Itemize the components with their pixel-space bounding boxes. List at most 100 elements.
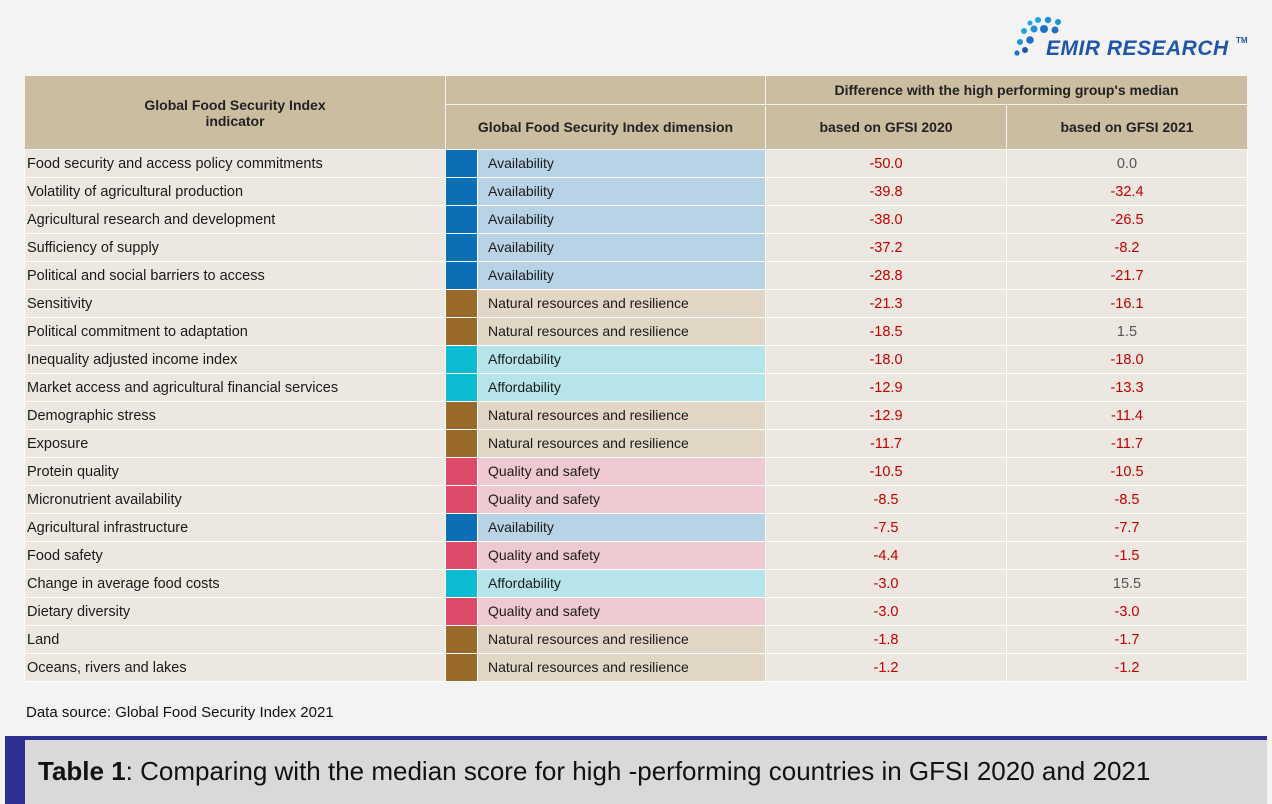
gfsi-2020-cell: -1.2 — [765, 653, 1007, 682]
indicator-cell: Political and social barriers to access — [24, 261, 446, 290]
indicator-cell: Demographic stress — [24, 401, 446, 430]
dimension-cell: Availability — [477, 149, 766, 178]
caption-text: Table 1: Comparing with the median score… — [38, 756, 1150, 787]
gfsi-2021-cell: -8.2 — [1006, 233, 1248, 262]
gfsi-2020-cell: -4.4 — [765, 541, 1007, 570]
gfsi-2020-cell: -39.8 — [765, 177, 1007, 206]
dimension-cell: Affordability — [477, 345, 766, 374]
gfsi-2020-cell: -1.8 — [765, 625, 1007, 654]
indicator-cell: Volatility of agricultural production — [24, 177, 446, 206]
gfsi-2020-cell: -3.0 — [765, 597, 1007, 626]
dimension-cell: Natural resources and resilience — [477, 401, 766, 430]
gfsi-2021-cell: -11.7 — [1006, 429, 1248, 458]
dimension-cell: Availability — [477, 233, 766, 262]
dimension-cell: Natural resources and resilience — [477, 429, 766, 458]
dimension-cell: Availability — [477, 513, 766, 542]
table-row: Land Natural resources and resilience -1.8… — [24, 625, 1248, 654]
dimension-swatch — [445, 597, 478, 626]
gfsi-2020-cell: -7.5 — [765, 513, 1007, 542]
dimension-cell: Affordability — [477, 569, 766, 598]
indicator-cell: Agricultural research and development — [24, 205, 446, 234]
gfsi-2020-cell: -18.0 — [765, 345, 1007, 374]
table-row: Agricultural infrastructure Availability -… — [24, 513, 1248, 542]
gfsi-2021-cell: -32.4 — [1006, 177, 1248, 206]
gfsi-2021-cell: -10.5 — [1006, 457, 1248, 486]
gfsi-2021-cell: -8.5 — [1006, 485, 1248, 514]
table-row: Micronutrient availability Quality and sa… — [24, 485, 1248, 514]
indicator-cell: Land — [24, 625, 446, 654]
dimension-swatch — [445, 177, 478, 206]
gfsi-2021-cell: -13.3 — [1006, 373, 1248, 402]
table-caption: Table 1: Comparing with the median score… — [5, 736, 1267, 804]
indicator-cell: Oceans, rivers and lakes — [24, 653, 446, 682]
dimension-cell: Availability — [477, 261, 766, 290]
gfsi-2020-cell: -10.5 — [765, 457, 1007, 486]
gfsi-2021-cell: -11.4 — [1006, 401, 1248, 430]
indicator-cell: Political commitment to adaptation — [24, 317, 446, 346]
indicator-cell: Inequality adjusted income index — [24, 345, 446, 374]
indicator-cell: Exposure — [24, 429, 446, 458]
dimension-swatch — [445, 653, 478, 682]
header-dimension-top — [445, 75, 766, 105]
indicator-cell: Dietary diversity — [24, 597, 446, 626]
logo-wordmark: EMIR RESEARCH — [1046, 37, 1229, 60]
table-row: Volatility of agricultural production Ava… — [24, 177, 1248, 206]
table-row: Political and social barriers to access A… — [24, 261, 1248, 290]
dimension-swatch — [445, 261, 478, 290]
dimension-cell: Natural resources and resilience — [477, 317, 766, 346]
dimension-swatch — [445, 373, 478, 402]
gfsi-2020-cell: -3.0 — [765, 569, 1007, 598]
indicator-cell: Agricultural infrastructure — [24, 513, 446, 542]
gfsi-2020-cell: -11.7 — [765, 429, 1007, 458]
gfsi-2021-cell: -1.7 — [1006, 625, 1248, 654]
caption-label: Table 1 — [38, 756, 126, 786]
table-row: Demographic stress Natural resources and … — [24, 401, 1248, 430]
table-row: Change in average food costs Affordabilit… — [24, 569, 1248, 598]
dimension-cell: Quality and safety — [477, 485, 766, 514]
dimension-swatch — [445, 345, 478, 374]
dimension-swatch — [445, 205, 478, 234]
dimension-swatch — [445, 625, 478, 654]
dimension-cell: Natural resources and resilience — [477, 625, 766, 654]
gfsi-2020-cell: -21.3 — [765, 289, 1007, 318]
dimension-swatch — [445, 485, 478, 514]
gfsi-2020-cell: -37.2 — [765, 233, 1007, 262]
header-dimension: Global Food Security Index dimension — [445, 104, 766, 150]
caption-body: : Comparing with the median score for hi… — [125, 756, 1151, 786]
table-row: Sensitivity Natural resources and resilie… — [24, 289, 1248, 318]
dimension-cell: Quality and safety — [477, 597, 766, 626]
dimension-swatch — [445, 289, 478, 318]
table-row: Agricultural research and development Ava… — [24, 205, 1248, 234]
gfsi-2020-cell: -50.0 — [765, 149, 1007, 178]
gfsi-2021-cell: -1.2 — [1006, 653, 1248, 682]
dimension-swatch — [445, 457, 478, 486]
indicator-cell: Food safety — [24, 541, 446, 570]
table-row: Sufficiency of supply Availability -37.2 -8… — [24, 233, 1248, 262]
gfsi-2021-cell: -7.7 — [1006, 513, 1248, 542]
dimension-swatch — [445, 317, 478, 346]
indicator-cell: Market access and agricultural financial… — [24, 373, 446, 402]
gfsi-2020-cell: -38.0 — [765, 205, 1007, 234]
dimension-swatch — [445, 513, 478, 542]
table-row: Exposure Natural resources and resilience… — [24, 429, 1248, 458]
table-row: Food safety Quality and safety -4.4 -1.5 — [24, 541, 1248, 570]
gfsi-2020-cell: -28.8 — [765, 261, 1007, 290]
indicator-cell: Change in average food costs — [24, 569, 446, 598]
table-row: Political commitment to adaptation Natura… — [24, 317, 1248, 346]
header-difference-group: Difference with the high performing grou… — [765, 75, 1248, 105]
dimension-swatch — [445, 569, 478, 598]
dimension-cell: Availability — [477, 205, 766, 234]
indicator-cell: Food security and access policy commitme… — [24, 149, 446, 178]
header-indicator: Global Food Security Index indicator — [24, 75, 446, 150]
dimension-cell: Availability — [477, 177, 766, 206]
gfsi-2021-cell: -3.0 — [1006, 597, 1248, 626]
dimension-cell: Natural resources and resilience — [477, 289, 766, 318]
data-source-note: Data source: Global Food Security Index … — [26, 704, 334, 721]
gfsi-2020-cell: -8.5 — [765, 485, 1007, 514]
indicator-cell: Sufficiency of supply — [24, 233, 446, 262]
dimension-cell: Quality and safety — [477, 541, 766, 570]
gfsi-2020-cell: -12.9 — [765, 373, 1007, 402]
header-gfsi-2021: based on GFSI 2021 — [1006, 104, 1248, 150]
logo-dots-icon — [1014, 16, 1061, 56]
table-row: Dietary diversity Quality and safety -3.0-… — [24, 597, 1248, 626]
